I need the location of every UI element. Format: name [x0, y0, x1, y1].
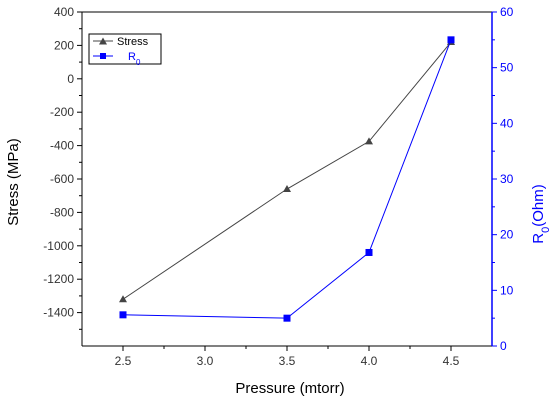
series-stress-point	[365, 137, 373, 145]
y-left-tick-label: 400	[54, 5, 74, 19]
x-tick-label: 3.0	[197, 354, 214, 368]
series-stress-point	[119, 295, 127, 303]
axes: 2.5 3.0 3.5 4.0 4.54002000-200-400-600-800-1…	[43, 5, 513, 368]
series-layer	[119, 36, 455, 322]
series-stress-line	[122, 41, 452, 300]
x-tick-label: 2.5	[115, 354, 132, 368]
legend-r0-label-main: R	[128, 51, 136, 63]
legend-r0-marker	[100, 53, 106, 59]
series-r0-point	[365, 248, 373, 256]
legend: Stress R0	[88, 33, 162, 67]
y-right-axis-title-tail: (Ohm)	[530, 184, 547, 227]
y-left-tick-label: -1200	[43, 272, 74, 286]
series-r0-point	[283, 314, 291, 322]
series-r0-line	[122, 39, 452, 319]
x-tick-label: 4.5	[443, 354, 460, 368]
y-right-tick-label: 10	[500, 283, 514, 297]
x-tick-label: 4.0	[361, 354, 378, 368]
y-right-tick-label: 50	[500, 61, 514, 75]
y-left-tick-label: -800	[50, 205, 74, 219]
y-right-axis-title-main: R	[530, 233, 547, 244]
y-right-axis-title-sub: 0	[540, 227, 550, 233]
series-r0-point	[447, 36, 455, 44]
legend-r0-label-sub: 0	[136, 58, 141, 67]
y-right-axis-title: R0(Ohm)	[530, 184, 550, 243]
y-right-tick-label: 30	[500, 172, 514, 186]
y-left-tick-label: -1400	[43, 306, 74, 320]
series-stress-point	[283, 185, 291, 193]
y-left-tick-label: -1000	[43, 239, 74, 253]
y-right-tick-label: 0	[500, 339, 507, 353]
legend-r0-label: R0	[128, 51, 141, 67]
y-right-tick-label: 60	[500, 5, 514, 19]
y-left-tick-label: 200	[54, 38, 74, 52]
y-left-tick-label: -600	[50, 172, 74, 186]
y-left-tick-label: -200	[50, 105, 74, 119]
y-right-tick-label: 40	[500, 116, 514, 130]
legend-stress-label: Stress	[117, 36, 149, 48]
series-r0-point	[119, 311, 127, 319]
y-left-axis-title: Stress (MPa)	[5, 138, 22, 226]
y-right-tick-label: 20	[500, 228, 514, 242]
legend-stress-marker	[99, 37, 107, 45]
y-left-tick-label: 0	[67, 72, 74, 86]
x-axis-title: Pressure (mtorr)	[235, 380, 344, 397]
y-left-tick-label: -400	[50, 139, 74, 153]
x-tick-label: 3.5	[279, 354, 296, 368]
